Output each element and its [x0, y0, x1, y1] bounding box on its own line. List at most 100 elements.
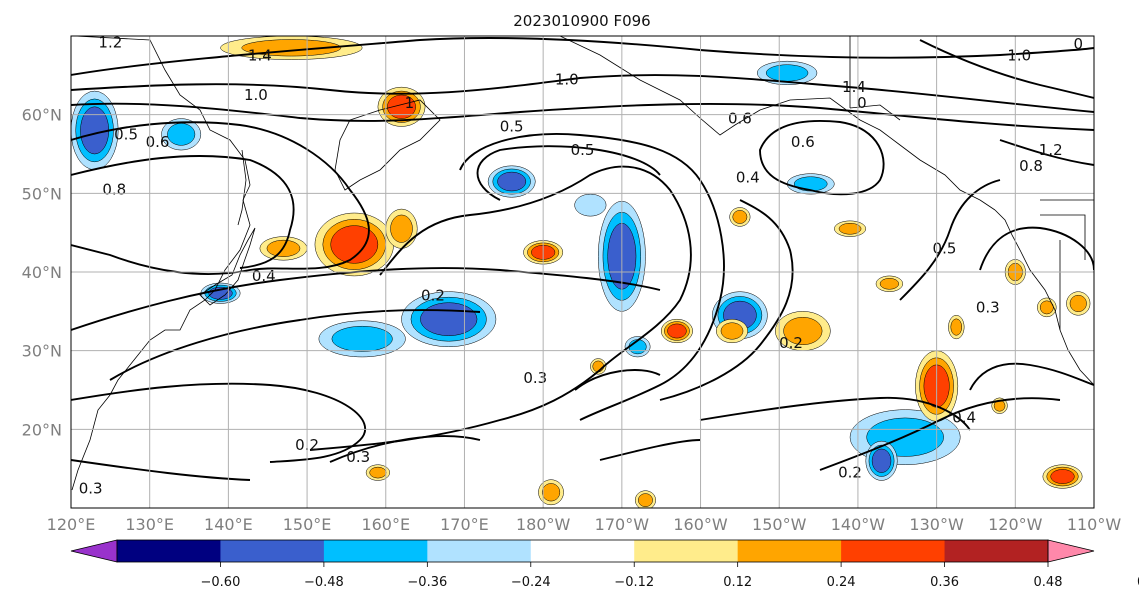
- colorbar-frame: [116, 539, 1049, 563]
- anomaly-band: [638, 493, 653, 507]
- anomaly-band: [369, 466, 387, 479]
- latitude-tick-labels: 20°N 30°N 40°N 50°N 60°N: [22, 106, 62, 440]
- lon-tick-label: 150°W: [752, 515, 807, 534]
- colorbar-segment: [427, 540, 532, 562]
- anomaly-band: [1050, 469, 1075, 484]
- colorbar-segment: [117, 540, 221, 562]
- contour-line: [71, 155, 295, 269]
- colorbar-tick-label: −0.48: [304, 575, 344, 590]
- contour-label: 0: [1073, 35, 1083, 53]
- lon-tick-label: 160°W: [673, 515, 728, 534]
- coastline-asia: [71, 36, 251, 491]
- contour-label: 0.2: [421, 287, 445, 305]
- lon-tick-label: 110°W: [1067, 515, 1122, 534]
- positive-anomaly-patch: [660, 318, 693, 344]
- lon-tick-label: 150°E: [283, 515, 332, 534]
- contour-line: [309, 165, 692, 451]
- anomaly-fill-layer: [71, 36, 1091, 508]
- contour-line: [574, 369, 661, 391]
- anomaly-band: [871, 448, 892, 473]
- coastline-alaska: [559, 36, 996, 211]
- contour-line: [969, 362, 1094, 391]
- contour-label: 0.2: [838, 464, 862, 482]
- contour-label: 1.0: [244, 86, 268, 104]
- anomaly-band: [1069, 294, 1087, 312]
- gridlines: [71, 36, 1094, 508]
- contour-line: [71, 121, 370, 275]
- contour-line: [999, 139, 1094, 166]
- positive-anomaly-patch: [716, 318, 749, 344]
- positive-anomaly-patch: [538, 479, 564, 506]
- coastline-sakhalin: [237, 149, 247, 226]
- positive-anomaly-patch: [1066, 291, 1091, 316]
- lat-tick-label: 50°N: [22, 184, 62, 203]
- anomaly-band: [167, 123, 196, 146]
- colorbar-tick-label: 0.48: [1034, 575, 1063, 590]
- anomaly-band: [574, 193, 607, 217]
- positive-anomaly-patch: [220, 36, 363, 60]
- contour-label: 0.4: [952, 409, 976, 427]
- contour-label: 0.3: [523, 369, 547, 387]
- lon-tick-label: 180°W: [516, 515, 571, 534]
- contour-label: 1.4: [248, 47, 272, 65]
- lon-tick-label: 170°E: [440, 515, 489, 534]
- contour-line: [759, 120, 885, 196]
- colorbar-segment: [530, 540, 635, 562]
- longitude-tick-labels: 120°E 130°E 140°E 150°E 160°E 170°E 180°W 170°W…: [47, 515, 1122, 534]
- colorbar: −0.60 −0.48 −0.36 −0.24 −0.12 0.12 0.24 0.36 0.4…: [70, 539, 1139, 590]
- contour-line: [329, 435, 481, 463]
- positive-anomaly-patch: [729, 207, 751, 227]
- contour-label: 0.3: [346, 448, 370, 466]
- contour-line: [819, 397, 1061, 471]
- contour-label: 0.2: [779, 334, 803, 352]
- positive-anomaly-patch: [385, 208, 418, 249]
- contour-line: [919, 39, 1094, 99]
- contour-label: 1: [405, 94, 415, 112]
- anomaly-band: [541, 483, 561, 502]
- lon-tick-label: 120°E: [47, 515, 96, 534]
- anomaly-band: [793, 176, 828, 192]
- colorbar-tick-label: 0.24: [827, 575, 856, 590]
- contour-label: 1.0: [555, 70, 579, 88]
- contour-label: 0.8: [1019, 157, 1043, 175]
- coastline-japan: [199, 227, 256, 306]
- contour-line: [109, 309, 481, 381]
- positive-anomaly-patch: [314, 212, 394, 277]
- contour-label: 0.6: [146, 133, 170, 151]
- contour-line: [71, 102, 1094, 131]
- negative-anomaly-patch: [865, 440, 898, 481]
- contour-line: [659, 199, 794, 401]
- negative-anomaly-patch: [487, 165, 536, 198]
- contour-label: 1.0: [1007, 47, 1031, 65]
- contour-line: [71, 74, 1094, 113]
- colorbar-extend-min: [70, 539, 118, 563]
- negative-anomaly-patch: [756, 60, 818, 86]
- colorbar-tick-label: −0.24: [511, 575, 551, 590]
- anomaly-band: [732, 210, 748, 224]
- contour-label: 1.2: [98, 33, 122, 51]
- colorbar-segment: [944, 540, 1049, 562]
- contour-label: 0.5: [500, 117, 524, 135]
- contour-line: [476, 145, 661, 201]
- positive-anomaly-patch: [875, 275, 904, 292]
- contour-label: 0.3: [79, 479, 103, 497]
- anomaly-band: [667, 323, 687, 339]
- colorbar-tick-label: −0.12: [614, 575, 654, 590]
- colorbar-segment: [841, 540, 946, 562]
- contour-label: 0.6: [728, 110, 752, 128]
- colorbar-tick-label: −0.60: [201, 575, 241, 590]
- colorbar-tick-label: −0.36: [407, 575, 447, 590]
- colorbar-tick-label: 0.36: [930, 575, 959, 590]
- negative-anomaly-patch: [318, 320, 406, 358]
- negative-anomaly-patch: [574, 193, 607, 217]
- positive-anomaly-patch: [365, 464, 390, 481]
- anomaly-band: [838, 222, 862, 235]
- contour-label: 1.4: [842, 78, 866, 96]
- anomaly-band: [330, 225, 379, 264]
- contour-line: [71, 459, 251, 481]
- anomaly-band: [390, 214, 413, 243]
- contour-label: 0.6: [791, 133, 815, 151]
- anomaly-band: [497, 171, 527, 192]
- lat-tick-label: 30°N: [22, 342, 62, 361]
